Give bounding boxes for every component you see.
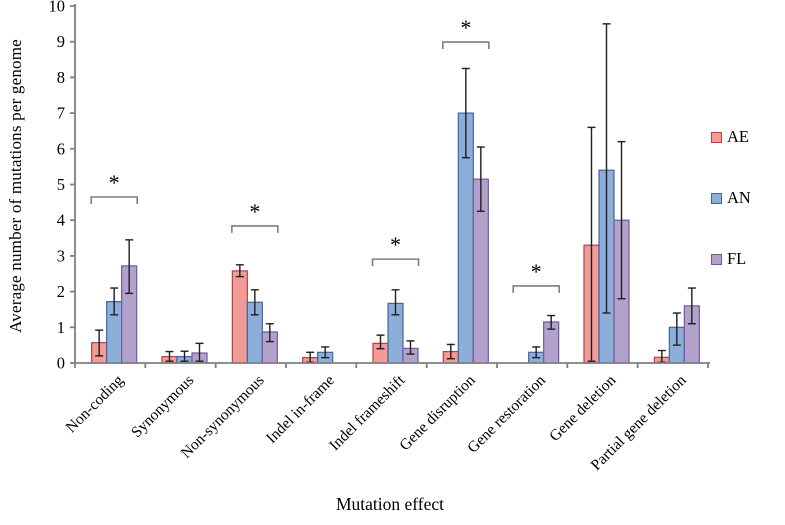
x-category-label: Gene deletion (546, 372, 619, 445)
x-axis-title: Mutation effect (335, 494, 445, 514)
legend: AE AN FL (711, 127, 751, 310)
bar-AE-2 (231, 270, 248, 364)
y-tick-label: 3 (57, 246, 65, 265)
legend-label-an: AN (727, 188, 751, 207)
legend-item-an: AN (711, 188, 751, 208)
x-category-label: Indel in-frame (263, 372, 338, 447)
significance-bracket-2 (231, 225, 279, 233)
legend-item-fl: FL (711, 249, 751, 269)
legend-label-ae: AE (727, 127, 749, 146)
y-tick-label: 5 (57, 175, 65, 194)
y-tick-label: 8 (57, 68, 65, 87)
x-category-label: Synonymous (128, 372, 197, 441)
y-tick-label: 1 (57, 318, 65, 337)
y-tick-label: 4 (57, 211, 65, 230)
y-tick-label: 0 (57, 354, 65, 373)
y-tick-label: 6 (57, 139, 65, 158)
y-tick-label: 2 (57, 282, 65, 301)
y-tick-label: 9 (57, 32, 65, 51)
legend-swatch-an (711, 192, 722, 204)
x-category-label: Non-coding (63, 372, 128, 437)
y-tick-label: 7 (57, 104, 65, 123)
legend-item-ae: AE (711, 127, 751, 147)
significance-asterisk-5: * (460, 15, 471, 40)
significance-bracket-4 (371, 258, 420, 267)
significance-asterisk-6: * (531, 259, 542, 284)
significance-asterisk-2: * (249, 199, 260, 224)
legend-label-fl: FL (727, 249, 747, 268)
significance-bracket-6 (512, 285, 560, 293)
significance-asterisk-4: * (390, 232, 401, 257)
significance-asterisk-0: * (109, 170, 120, 195)
significance-bracket-5 (442, 41, 490, 50)
y-tick-label: 10 (49, 0, 66, 16)
y-axis-title: Average number of mutations per genome (6, 39, 25, 333)
significance-bracket-0 (90, 196, 138, 204)
legend-swatch-fl (711, 253, 722, 265)
legend-swatch-ae (711, 131, 722, 143)
